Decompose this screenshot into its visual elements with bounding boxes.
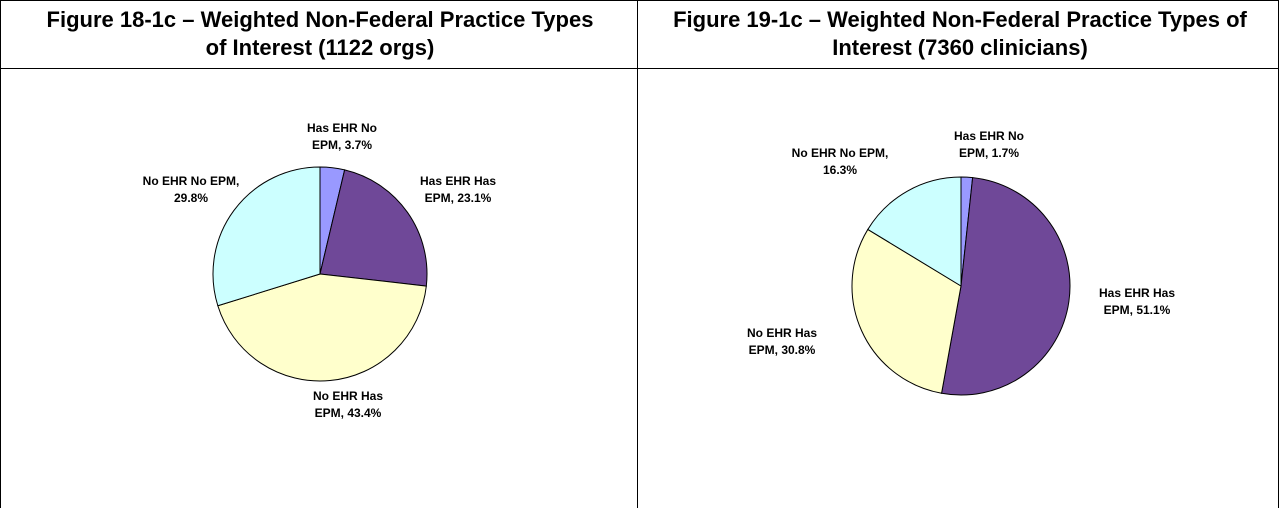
pie-slice (319, 169, 428, 287)
chart-title: Figure 19-1c – Weighted Non-Federal Prac… (673, 7, 1247, 60)
column-divider (637, 0, 638, 508)
data-label: Has EHR Has EPM, 51.1% (1098, 286, 1176, 317)
data-label: No EHR Has EPM, 30.8% (746, 326, 817, 357)
pie-slice (212, 166, 321, 307)
data-label: No EHR Has EPM, 43.4% (312, 389, 383, 420)
pie-slice (217, 273, 427, 382)
data-label: Has EHR No EPM, 3.7% (306, 121, 377, 152)
data-label: No EHR No EPM, 16.3% (791, 146, 889, 177)
data-label: Has EHR Has EPM, 23.1% (419, 174, 497, 205)
chart-title: Figure 18-1c – Weighted Non-Federal Prac… (46, 7, 594, 60)
pie-slice (940, 177, 1071, 396)
pie-slice (867, 176, 962, 287)
data-label: Has EHR No EPM, 1.7% (953, 129, 1024, 160)
data-label: No EHR No EPM, 29.8% (142, 174, 240, 205)
row-divider (0, 68, 1279, 69)
pie-slice (851, 228, 962, 394)
